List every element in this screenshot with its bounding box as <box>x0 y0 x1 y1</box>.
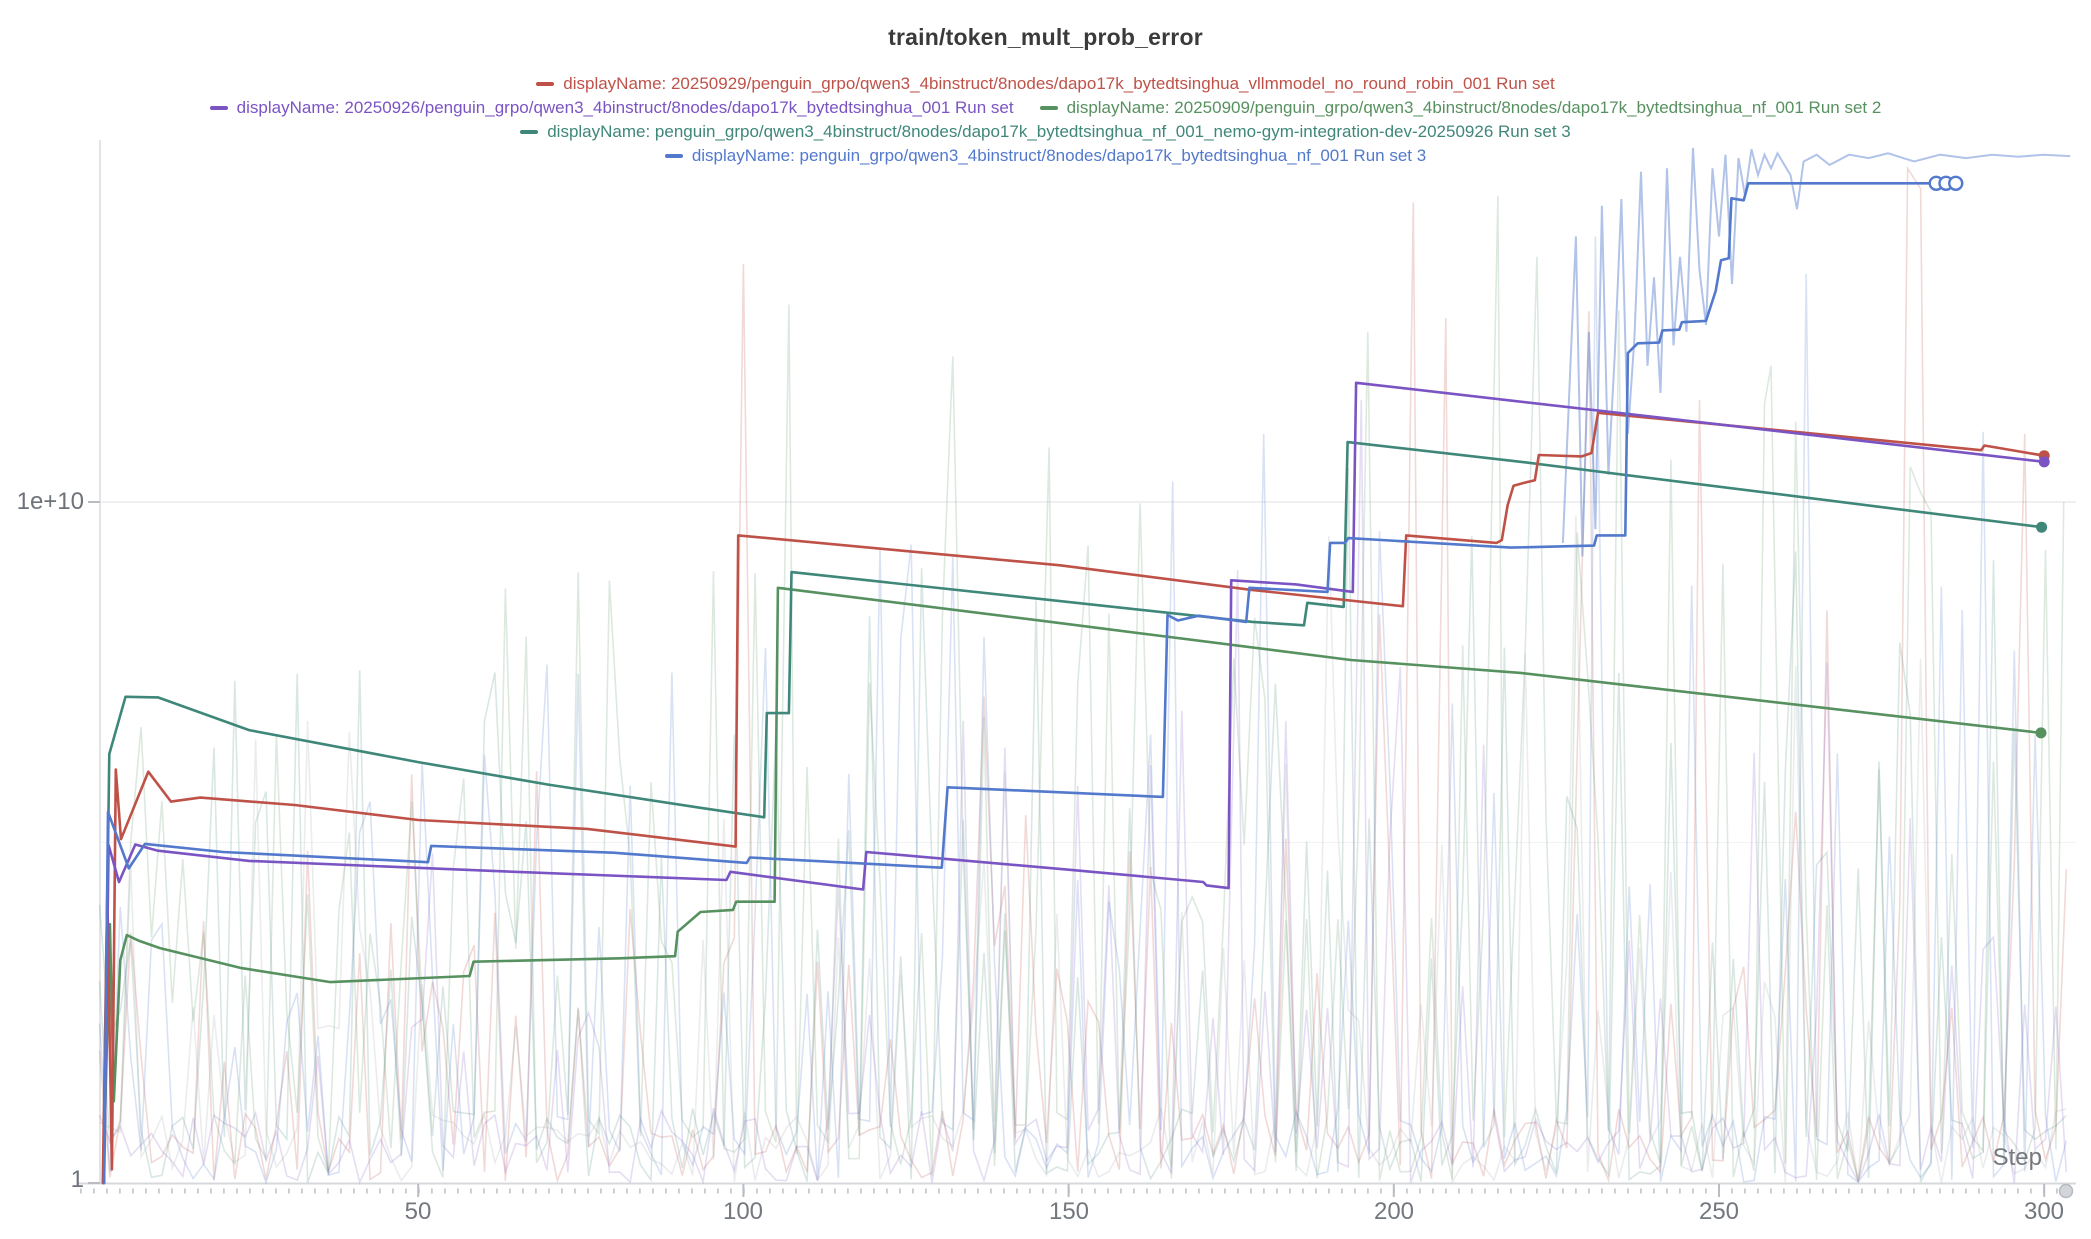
noise-lines <box>98 147 2071 1186</box>
x-tick-label-300: 300 <box>2023 1198 2065 1225</box>
axes <box>78 140 2076 1197</box>
raw-blue-line <box>1561 147 2071 557</box>
x-tick-label-200: 200 <box>1373 1198 1415 1225</box>
series-end-dot-run3-green <box>2035 727 2047 739</box>
legend-row-2: displayName: 20250926/penguin_grpo/qwen3… <box>0 96 2091 120</box>
noise-line-run1-red <box>98 165 2068 1184</box>
legend-label-run-set-4: displayName: penguin_grpo/qwen3_4binstru… <box>547 122 1571 141</box>
series-line-run3-green[interactable] <box>102 586 2043 1185</box>
noise-line-run2-purple <box>98 399 2068 1185</box>
x-tick-label-100: 100 <box>722 1198 764 1225</box>
x-axis-title: Step <box>1992 1144 2042 1171</box>
legend-swatch-teal <box>520 130 539 134</box>
series-line-run5-blue[interactable] <box>102 182 1933 1185</box>
legend-swatch-red <box>536 82 555 86</box>
y-axis-label-1e10: 1e+10 <box>16 488 84 515</box>
series-end-dot-run2-purple <box>2038 456 2050 468</box>
legend-item-run-set-5[interactable]: displayName: penguin_grpo/qwen3_4binstru… <box>664 144 1427 168</box>
legend-row-4: displayName: penguin_grpo/qwen3_4binstru… <box>0 144 2091 168</box>
legend-item-run-set-1[interactable]: displayName: 20250929/penguin_grpo/qwen3… <box>536 72 1555 96</box>
legend-row-1: displayName: 20250929/penguin_grpo/qwen3… <box>0 72 2091 96</box>
gridlines <box>100 501 2076 843</box>
legend-swatch-green <box>1039 106 1058 110</box>
legend-label-run-set-2: displayName: 20250926/penguin_grpo/qwen3… <box>236 98 1014 117</box>
noise-line-gray <box>99 515 2067 1185</box>
y-axis-label-1: 1 <box>70 1166 84 1193</box>
chart-title: train/token_mult_prob_error <box>888 24 1203 50</box>
x-tick-label-50: 50 <box>404 1198 432 1225</box>
legend-item-run-set-3[interactable]: displayName: 20250909/penguin_grpo/qwen3… <box>1039 96 1882 120</box>
series-lines <box>101 175 2050 1185</box>
axis-drag-handle[interactable] <box>2058 1183 2074 1199</box>
series-overflow-marker-run5-blue <box>1948 175 1964 191</box>
noise-line-run3-green <box>98 195 2065 1182</box>
noise-line-run5-blue <box>98 236 2068 1186</box>
noise-line-run4-teal <box>98 467 2067 1184</box>
series-line-run1-red[interactable] <box>101 411 2046 1185</box>
legend-row-3: displayName: penguin_grpo/qwen3_4binstru… <box>0 120 2091 144</box>
legend-item-run-set-2[interactable]: displayName: 20250926/penguin_grpo/qwen3… <box>209 96 1014 120</box>
legend-item-run-set-4[interactable]: displayName: penguin_grpo/qwen3_4binstru… <box>520 120 1571 144</box>
x-tick-label-150: 150 <box>1048 1198 1090 1225</box>
legend-swatch-purple <box>209 106 228 110</box>
legend-label-run-set-5: displayName: penguin_grpo/qwen3_4binstru… <box>691 146 1427 165</box>
x-tick-label-250: 250 <box>1698 1198 1740 1225</box>
legend-label-run-set-3: displayName: 20250909/penguin_grpo/qwen3… <box>1066 98 1882 117</box>
series-line-run4-teal[interactable] <box>102 440 2043 1185</box>
legend-swatch-blue <box>664 154 683 158</box>
legend: displayName: 20250929/penguin_grpo/qwen3… <box>0 72 2091 168</box>
legend-label-run-set-1: displayName: 20250929/penguin_grpo/qwen3… <box>563 74 1555 93</box>
series-end-dot-run4-teal <box>2036 521 2048 533</box>
